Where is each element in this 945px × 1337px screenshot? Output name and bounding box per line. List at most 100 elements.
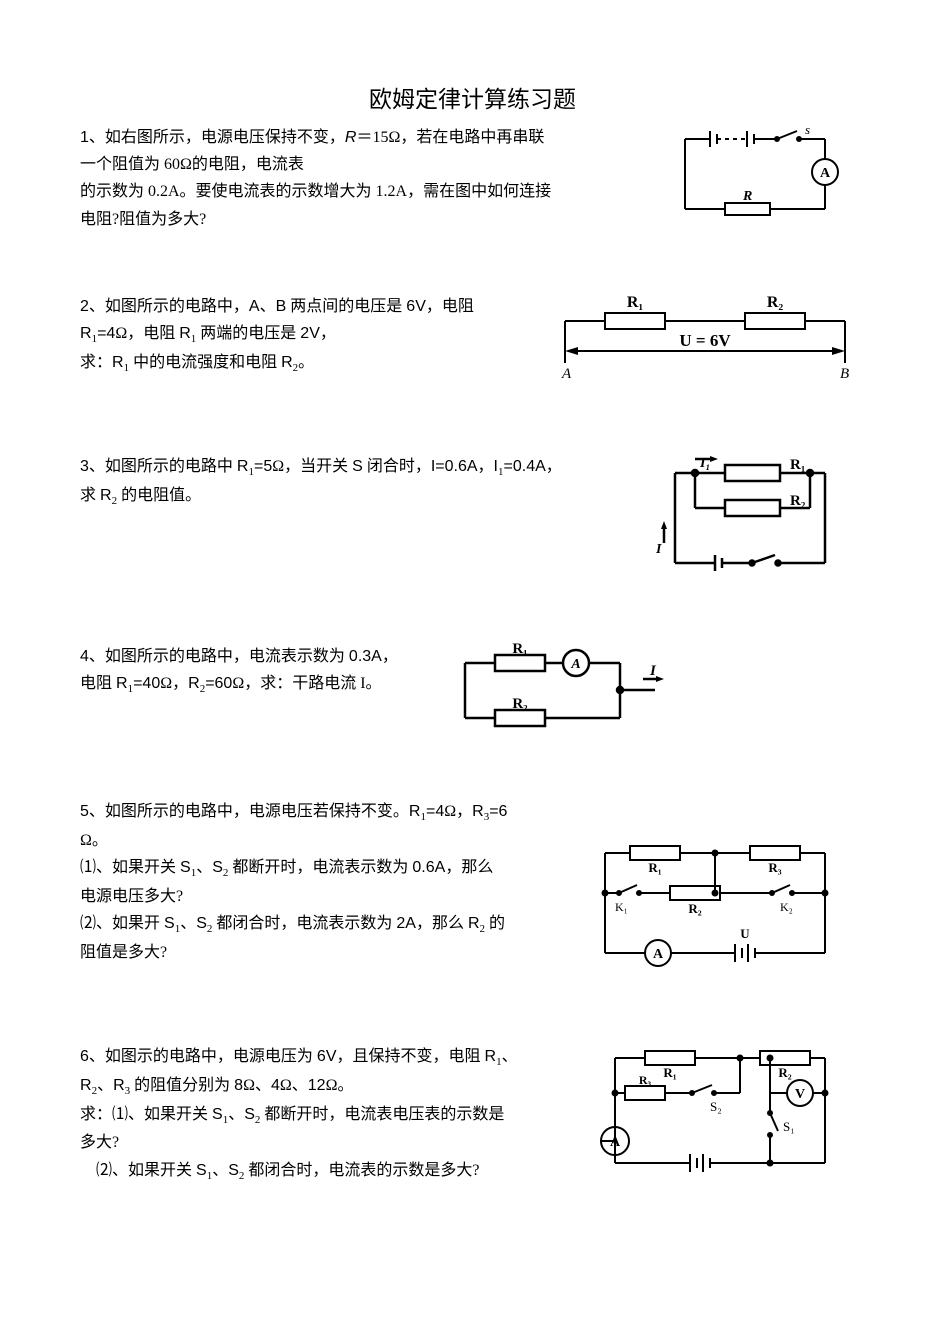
t: 、 (228, 1106, 244, 1123)
t: 12 (308, 1077, 326, 1094)
i1-label: I₁ (699, 456, 710, 471)
r2-label: R₂ (790, 493, 806, 509)
t: 、 (502, 1048, 518, 1065)
t: R (345, 129, 357, 146)
t: ＝15Ω，若在电路中再串联 (356, 129, 544, 146)
t: ⑵、如果开 (80, 915, 164, 932)
t: 两端的电压是 (196, 325, 300, 342)
t: R (179, 325, 191, 342)
problem-3-diagram: I₁ R₁ R₂ I (650, 453, 850, 583)
t: S (164, 915, 175, 932)
svg-text:s: s (805, 124, 810, 137)
t: R (113, 1077, 125, 1094)
t: 的电阻值。 (117, 487, 201, 504)
r2-label: R₂ (688, 901, 701, 916)
num: 1 (80, 129, 89, 146)
t: 6V (406, 298, 426, 315)
t: Ω，电阻 (115, 325, 179, 342)
a-label: A (610, 1135, 621, 1150)
num: 2 (80, 298, 89, 315)
t: Ω、 (243, 1077, 271, 1094)
t: S (196, 915, 207, 932)
t: 多大? (80, 1134, 119, 1151)
b-label: B (840, 366, 849, 382)
svg-text:A: A (820, 166, 831, 181)
t: 0.6A (412, 859, 445, 876)
t: 、 (196, 859, 212, 876)
u-label: U = 6V (679, 331, 731, 350)
a-label: A (561, 366, 572, 382)
num: 5 (80, 803, 89, 820)
t: ， (320, 325, 336, 342)
r1-label: R₁ (512, 643, 527, 657)
t: R (485, 1048, 497, 1065)
t: =0.4A (504, 458, 546, 475)
t: R (112, 354, 124, 371)
r2-label: R₂ (767, 294, 784, 311)
page-title: 欧姆定律计算练习题 (80, 80, 865, 114)
problem-4: 4、如图所示的电路中，电流表示数为 0.3A， 电阻 R1=40Ω，R2=60Ω… (80, 643, 865, 738)
a-label: A (570, 657, 580, 672)
problem-3-text: 3、如图所示的电路中 R1=5Ω，当开关 S 闭合时，I=0.6A，I1=0.4… (80, 453, 640, 511)
k2-label: K₂ (780, 900, 793, 914)
problem-2-text: 2、如图所示的电路中，A、B 两点间的电压是 6V，电阻 R1=4Ω，电阻 R1… (80, 293, 540, 378)
problem-2-diagram: R₁ R₂ U = 6V A B (550, 293, 860, 393)
t: 闭合时， (363, 458, 431, 475)
problem-5: 5、如图所示的电路中，电源电压若保持不变。R1=4Ω，R3=6 Ω。 ⑴、如果开… (80, 798, 865, 973)
r2-label: R₂ (778, 1065, 791, 1080)
t: 、如图所示的电路中 (89, 458, 237, 475)
t: R (472, 803, 484, 820)
problem-2: 2、如图所示的电路中，A、B 两点间的电压是 6V，电阻 R1=4Ω，电阻 R1… (80, 293, 865, 393)
t: Ω，求：干路电流 I。 (232, 675, 381, 692)
t: 、 (260, 298, 276, 315)
t: 6V (317, 1048, 337, 1065)
t: =4 (97, 325, 115, 342)
t: Ω， (444, 803, 472, 820)
t: S (196, 1162, 207, 1179)
t: =40 (133, 675, 160, 692)
s1-label: S₁ (783, 1119, 795, 1134)
problem-4-text: 4、如图所示的电路中，电流表示数为 0.3A， 电阻 R1=40Ω，R2=60Ω… (80, 643, 435, 699)
t: R (409, 803, 421, 820)
t: ， (478, 458, 494, 475)
t: 。 (298, 354, 314, 371)
problem-5-text: 5、如图所示的电路中，电源电压若保持不变。R1=4Ω，R3=6 Ω。 ⑴、如果开… (80, 798, 575, 966)
r2-label: R₂ (512, 696, 528, 712)
num: 4 (80, 648, 89, 665)
i-label: I (649, 663, 657, 679)
t: 求 (80, 487, 100, 504)
t: ， (382, 648, 398, 665)
t: ， (546, 458, 562, 475)
t: 电阻?阻值为多大? (80, 211, 206, 228)
t: =6 (489, 803, 507, 820)
t: Ω。 (326, 1077, 354, 1094)
t: R (188, 675, 200, 692)
t: S (244, 1106, 255, 1123)
problem-6-text: 6、如图示的电路中，电源电压为 6V，且保持不变，电阻 R1、 R2、R3 的阻… (80, 1043, 580, 1186)
t: R (281, 354, 293, 371)
t: =60 (205, 675, 232, 692)
t: S (212, 1106, 223, 1123)
r1-label: R₁ (627, 294, 644, 311)
t: 阻值是多大? (80, 944, 167, 961)
t: 电阻 (80, 675, 116, 692)
t: S (352, 458, 363, 475)
t: ，那么 (416, 915, 468, 932)
num: 6 (80, 1048, 89, 1065)
i-label: I (655, 542, 662, 557)
t: =4 (426, 803, 444, 820)
t: A (249, 298, 260, 315)
t: R (237, 458, 249, 475)
u-label: U (740, 926, 750, 941)
r3-label: R₃ (768, 860, 781, 875)
t: S (212, 859, 223, 876)
problem-6-diagram: R₁ R₂ R₃ S₂ S₁ A V (590, 1043, 850, 1183)
r1-label: R₁ (663, 1065, 676, 1080)
t: 的 (485, 915, 505, 932)
r1-label: R₁ (648, 860, 661, 875)
t: R (100, 487, 112, 504)
t: 、 (180, 915, 196, 932)
problem-6: 6、如图示的电路中，电源电压为 6V，且保持不变，电阻 R1、 R2、R3 的阻… (80, 1043, 865, 1186)
t: R (116, 675, 128, 692)
t: 都断开时，电流表示数为 (228, 859, 412, 876)
